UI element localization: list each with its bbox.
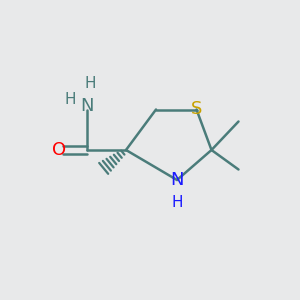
Text: N: N	[170, 171, 184, 189]
Text: S: S	[191, 100, 202, 118]
Text: N: N	[80, 97, 94, 115]
Text: O: O	[52, 141, 67, 159]
Text: H: H	[65, 92, 76, 106]
Text: H: H	[84, 76, 96, 92]
Text: H: H	[171, 195, 183, 210]
